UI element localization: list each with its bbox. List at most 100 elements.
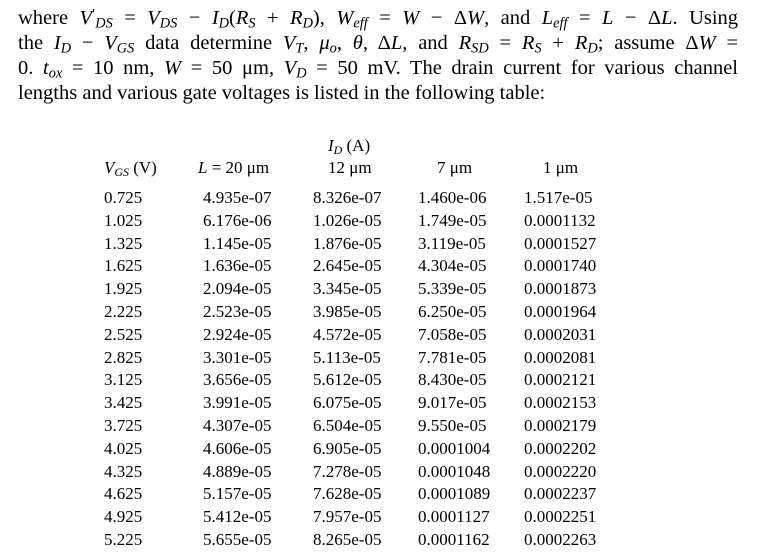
table-cell: 0.0001089 — [418, 484, 491, 504]
table-cell: 0.0002121 — [524, 370, 597, 390]
text-fragment: μ — [319, 32, 330, 54]
text-fragment: R — [290, 7, 303, 29]
text-fragment: DS — [95, 16, 113, 32]
text-fragment: ( — [229, 7, 236, 29]
table-cell: 5.113e-05 — [313, 347, 381, 367]
text-fragment: eff — [353, 15, 368, 32]
text-fragment: data determine — [134, 32, 283, 54]
text-fragment: D — [302, 15, 313, 32]
text-line: where V′DS = VDS − ID(RS + RD), Weff = W… — [18, 6, 738, 31]
table-cell: 7.781e-05 — [418, 347, 487, 367]
text-fragment: = — [112, 7, 148, 29]
text-fragment: L — [602, 7, 614, 29]
text-fragment: = — [367, 7, 403, 29]
text-fragment: T — [295, 40, 304, 57]
table-cell: 0.0001162 — [418, 530, 490, 549]
table-cell: 4.925 — [104, 507, 143, 527]
table-cell: 3.345e-05 — [313, 279, 382, 299]
table-cell: 1.460e-06 — [418, 188, 487, 207]
text-fragment: GS — [114, 164, 129, 179]
text-fragment: L — [390, 32, 403, 54]
table-cell: 4.935e-07 — [203, 188, 272, 207]
text-fragment: o — [330, 41, 337, 57]
table-cell: 7.957e-05 — [313, 507, 382, 527]
table-cell: 0.0002251 — [524, 507, 597, 527]
table-cell: 4.304e-05 — [418, 256, 487, 276]
text-fragment: R — [235, 7, 249, 29]
table-cell: 1.749e-05 — [418, 210, 487, 230]
table-cell: 2.523e-05 — [203, 302, 272, 321]
text-fragment: 7 μm — [437, 158, 473, 177]
paragraph: where V′DS = VDS − ID(RS + RD), Weff = W… — [18, 6, 738, 106]
text-fragment: 1 μm — [543, 158, 579, 177]
table-cell: 8.430e-05 — [418, 370, 487, 390]
table-cell: 3.991e-05 — [203, 393, 272, 413]
table-cell: 7.628e-05 — [313, 484, 382, 504]
table-cell: 3.301e-05 — [203, 347, 272, 367]
text-fragment: I — [53, 32, 61, 54]
column-header: 12 μm — [328, 158, 372, 178]
text-fragment: = 50 mV. The drain current for various c… — [306, 57, 738, 79]
table-cell: 1.026e-05 — [313, 210, 382, 230]
column-header: L = 20 μm — [198, 158, 269, 178]
text-fragment: , and — [402, 32, 459, 54]
table-cell: 5.655e-05 — [203, 530, 272, 549]
table-cell: 1.625 — [104, 256, 143, 276]
table-cell: 3.656e-05 — [203, 370, 272, 390]
table-cell: 6.905e-05 — [313, 438, 382, 458]
text-fragment: V — [79, 7, 93, 29]
text-fragment: ox — [49, 66, 63, 82]
text-fragment: D — [333, 142, 343, 157]
text-fragment: D — [587, 40, 598, 57]
text-fragment: − — [71, 32, 105, 54]
text-fragment: SD — [471, 41, 489, 57]
table-cell: 6.176e-06 — [203, 210, 272, 230]
table-cell: 5.225 — [104, 530, 143, 549]
text-fragment: = — [715, 32, 739, 54]
table-cell: 0.0001004 — [418, 438, 491, 458]
text-fragment: . Using — [672, 7, 739, 29]
text-fragment: ), — [312, 7, 337, 29]
table-cell: 1.325 — [104, 233, 143, 253]
table-cell: 4.325 — [104, 461, 143, 481]
table-cell: 9.017e-05 — [418, 393, 487, 413]
table-cell: 0.0001527 — [524, 233, 597, 253]
text-fragment: − — [177, 7, 212, 29]
text-fragment: GS — [114, 165, 129, 179]
table-cell: 2.094e-05 — [203, 279, 272, 299]
table-cell: 1.025 — [104, 210, 143, 230]
table-cell: 5.339e-05 — [418, 279, 487, 299]
table-cell: 1.517e-05 — [524, 188, 593, 207]
text-fragment: R — [574, 32, 588, 54]
table-cell: 3.119e-05 — [418, 233, 486, 253]
text-fragment: W — [402, 7, 420, 29]
table-cell: 0.0002081 — [524, 347, 597, 367]
text-fragment: , and — [484, 7, 542, 29]
table-cell: 0.0001048 — [418, 461, 491, 481]
text-fragment: ′ — [92, 6, 96, 23]
text-fragment: 0. — [18, 57, 43, 79]
text-fragment: D — [303, 16, 313, 32]
table-cell: 0.0001964 — [524, 302, 597, 321]
text-fragment: W — [698, 32, 716, 54]
table-cell: 4.307e-05 — [203, 416, 272, 435]
text-fragment: DS — [160, 16, 178, 32]
text-fragment: , — [336, 32, 353, 54]
text-fragment: = — [567, 7, 602, 29]
text-fragment: D — [60, 40, 72, 57]
table-cell: 7.278e-05 — [313, 461, 382, 481]
text-fragment: eff — [353, 16, 367, 32]
table-cell: 0.0001132 — [524, 210, 596, 230]
text-fragment: DS — [159, 15, 178, 32]
table-cell: 1.636e-05 — [203, 256, 272, 276]
text-fragment: V — [104, 32, 117, 54]
table-cell: 6.075e-05 — [313, 393, 382, 413]
text-fragment: + — [255, 7, 291, 29]
text-fragment: = 50 μm, — [181, 57, 284, 79]
text-line: 0. tox = 10 nm, W = 50 μm, VD = 50 mV. T… — [18, 56, 738, 81]
text-fragment: (A) — [342, 136, 371, 155]
table-cell: 2.825 — [104, 347, 143, 367]
table-cell: 2.924e-05 — [203, 324, 272, 344]
table-cell: 5.157e-05 — [203, 484, 272, 504]
text-fragment: θ — [352, 32, 363, 54]
